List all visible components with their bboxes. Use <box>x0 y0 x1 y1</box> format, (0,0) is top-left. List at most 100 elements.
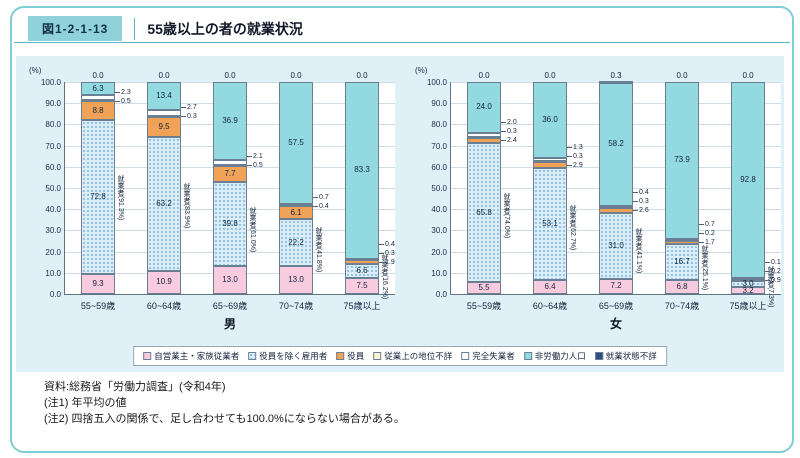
segment-value-label: 7.2 <box>610 281 622 291</box>
bar-segment-4 <box>147 110 181 117</box>
segment-value-callout: 2.7 <box>181 104 197 111</box>
callout-leader-line <box>699 233 704 235</box>
bar-segment-4 <box>81 95 115 101</box>
callout-leader-line <box>567 146 572 148</box>
bar-segment-2 <box>81 101 115 120</box>
segment-value-callout: 2.4 <box>501 137 517 144</box>
bar-segment-1 <box>599 213 633 279</box>
segment-value-label: 58.2 <box>608 139 624 149</box>
x-axis-category: 55~59歳 <box>466 301 502 311</box>
callout-leader-line <box>379 253 384 255</box>
header-rule <box>14 42 790 43</box>
callout-leader-line <box>699 224 704 226</box>
bar-segment-2 <box>279 206 313 220</box>
segment-value-callout: 0.3 <box>181 113 197 120</box>
bar-segment-4 <box>533 158 567 162</box>
segment-value-label: 73.9 <box>674 155 690 165</box>
segment-value-label: 39.8 <box>222 219 238 229</box>
bar-segment-2 <box>599 207 633 214</box>
callout-leader-line <box>567 164 572 166</box>
callout-leader-line <box>501 131 506 133</box>
segment-value-callout: 1.3 <box>567 144 583 151</box>
bar-segment-0 <box>533 280 567 294</box>
employed-share-annotation: 就業者(91.3%) <box>117 174 124 220</box>
callout-leader-line <box>115 100 120 102</box>
segment-value-label: 0.0 <box>478 71 490 80</box>
bar-segment-2 <box>731 278 765 281</box>
segment-value-label: 0.2 <box>705 230 715 238</box>
callout-leader-line <box>765 270 770 272</box>
legend-label: 就業状態不詳 <box>605 351 657 361</box>
legend-item: 役員を除く雇用者 <box>248 350 327 362</box>
legend-swatch <box>248 352 257 360</box>
segment-value-label: 2.6 <box>639 207 649 215</box>
y-axis-tick: 20.0 <box>431 247 447 257</box>
segment-value-label: 65.8 <box>476 207 492 217</box>
y-axis-tick: 0.0 <box>49 290 61 299</box>
callout-leader-line <box>633 201 638 203</box>
callout-leader-line <box>181 107 186 109</box>
bar-segment-2 <box>213 165 247 183</box>
segment-value-label: 63.2 <box>156 198 172 208</box>
x-axis-category: 75歳以上 <box>729 301 767 311</box>
legend-label: 非労働力人口 <box>534 351 586 361</box>
bar-segment-4 <box>467 132 501 138</box>
y-axis-tick: 10.0 <box>45 268 61 278</box>
segment-value-label: 6.6 <box>356 266 368 276</box>
legend-item: 自営業主・家族従業者 <box>143 350 239 362</box>
segment-value-label: 0.1 <box>771 258 781 266</box>
footnotes: 資料:総務省「労働力調査」(令和4年) (注1) 年平均の値 (注2) 四捨五入… <box>44 380 405 428</box>
segment-value-label: 0.5 <box>253 162 263 170</box>
legend-item: 役員 <box>336 350 364 362</box>
segment-value-label: 7.5 <box>356 281 368 291</box>
y-axis-tick: 40.0 <box>45 205 61 215</box>
segment-value-label: 3.0 <box>742 279 754 289</box>
bar-segment-0 <box>81 274 115 294</box>
segment-value-label: 1.9 <box>385 259 395 267</box>
y-axis-unit: (%) <box>29 66 42 75</box>
employed-share-annotation: 就業者(83.9%) <box>183 182 190 228</box>
legend-swatch <box>461 352 470 360</box>
segment-value-callout: 0.1 <box>765 259 781 266</box>
segment-value-callout: 0.5 <box>115 98 131 105</box>
figure-header: 図1-2-1-13 55歳以上の者の就業状況 <box>28 16 303 41</box>
callout-leader-line <box>567 155 572 157</box>
bar-segment-2 <box>147 116 181 137</box>
bar-segment-0 <box>665 279 699 294</box>
segment-value-label: 0.9 <box>771 276 781 284</box>
bar-segment-2 <box>533 161 567 168</box>
segment-value-callout: 2.3 <box>115 89 131 96</box>
x-axis-category: 60~64歳 <box>146 301 182 311</box>
bar-segment-6 <box>599 80 633 83</box>
segment-value-label: 1.3 <box>573 143 583 151</box>
legend-item: 非労働力人口 <box>523 350 586 362</box>
segment-value-label: 9.5 <box>158 121 170 131</box>
y-axis-tick: 10.0 <box>431 268 447 278</box>
bar-segment-0 <box>279 266 313 294</box>
callout-leader-line <box>633 210 638 212</box>
segment-value-label: 3.2 <box>742 285 754 295</box>
segment-value-label: 0.0 <box>290 71 302 80</box>
axis-title-gender: 男 <box>223 317 236 331</box>
segment-value-callout: 0.4 <box>379 241 395 248</box>
segment-value-callout: 1.9 <box>379 259 395 266</box>
y-axis-tick: 100.0 <box>40 78 61 87</box>
segment-value-label: 83.3 <box>354 165 370 175</box>
y-axis-tick: 80.0 <box>45 120 61 130</box>
segment-value-label: 0.7 <box>319 194 329 202</box>
segment-value-label: 0.3 <box>639 198 649 206</box>
chart-area: (%) 100.0 90.0 80.0 70.0 60.0 50.0 40.0 30.0 20.0… <box>16 56 784 372</box>
y-axis-tick: 50.0 <box>431 184 447 193</box>
bar-segment-5 <box>345 82 379 259</box>
segment-value-label: 0.2 <box>771 267 781 275</box>
y-axis-tick: 70.0 <box>431 141 447 151</box>
bar-segment-5 <box>81 82 115 96</box>
employed-share-annotation: 就業者(16.2%) <box>381 253 388 300</box>
chart-panel-women: (%) 100.0 90.0 80.0 70.0 60.0 50.0 40.0 30.0 20.0… <box>415 66 781 331</box>
segment-value-label: 0.7 <box>705 221 715 229</box>
segment-value-label: 0.4 <box>639 189 649 197</box>
bar-segment-1 <box>665 244 699 280</box>
source-note: 資料:総務省「労働力調査」(令和4年) <box>44 381 226 393</box>
callout-leader-line <box>765 279 770 281</box>
employed-share-annotation: 就業者(41.8%) <box>315 227 322 273</box>
